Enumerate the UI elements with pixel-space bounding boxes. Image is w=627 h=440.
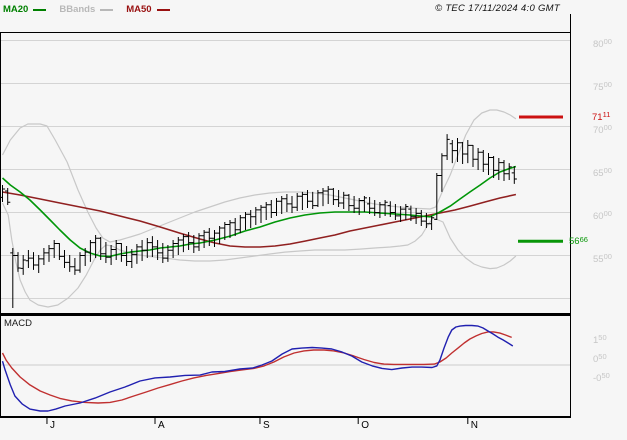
ma20-line-swatch [33, 8, 47, 11]
month-label-N: N [470, 420, 479, 431]
price-axis-label-7500-sup: 00 [603, 80, 612, 89]
legend-item-ma20: MA20 [3, 4, 47, 15]
macd-line [1, 324, 514, 412]
macd-panel-title: MACD [4, 318, 32, 329]
macd-panel-border [0, 315, 571, 417]
price-axis-label-6500-main: 65 [593, 167, 604, 179]
month-label-J: J [49, 420, 55, 431]
price-axis-label-6000-sup: 00 [603, 209, 612, 218]
resistance-value-label: 7111 [592, 110, 611, 123]
macd-axis-label--050: -050 [593, 371, 610, 384]
price-panel-border [0, 32, 571, 314]
price-axis-label-8000-sup: 00 [603, 37, 612, 46]
ma50-legend-label: MA50 [126, 4, 152, 15]
legend: MA20 BBands MA50 [3, 4, 170, 15]
macd-axis-label-150: 150 [593, 333, 607, 346]
month-label-A: A [158, 420, 165, 431]
price-axis-label-6000-main: 60 [593, 210, 604, 222]
price-axis-label-8000: 8000 [593, 37, 612, 50]
macd-axis-label--050-sup: 50 [601, 371, 610, 380]
macd-axis-label-050-sup: 50 [598, 352, 607, 361]
legend-item-bbands: BBands [59, 4, 114, 15]
price-axis-label-5500: 5500 [593, 252, 612, 265]
bollinger-lower-line [1, 202, 517, 308]
price-axis-label-6000: 6000 [593, 209, 612, 222]
copyright-timestamp: © TEC 17/11/2024 4:0 GMT [435, 3, 560, 14]
support-value-label-sup: 66 [579, 234, 588, 244]
price-axis-label-7000-sup: 00 [603, 123, 612, 132]
ma50-line-swatch [156, 8, 170, 11]
resistance-value-label-sup: 11 [602, 110, 611, 120]
month-label-O: O [361, 420, 369, 431]
price-axis-label-6500: 6500 [593, 166, 612, 179]
price-axis-label-7000: 7000 [593, 123, 612, 136]
ma20-legend-label: MA20 [3, 4, 29, 15]
macd-axis-label--050-main: -0 [593, 372, 602, 384]
price-axis-label-8000-main: 80 [593, 38, 604, 50]
price-axis-label-5500-main: 55 [593, 253, 604, 265]
price-axis-label-6500-sup: 00 [603, 166, 612, 175]
month-label-S: S [262, 420, 270, 431]
macd-signal-line [1, 331, 512, 404]
support-value-label: 5666 [569, 234, 588, 248]
macd-axis-label-150-sup: 50 [598, 333, 607, 342]
macd-axis-label-050: 050 [593, 352, 607, 365]
legend-item-ma50: MA50 [126, 4, 170, 15]
price-axis-label-5500-sup: 00 [603, 252, 612, 261]
support-value-label-main: 56 [569, 236, 580, 248]
bbands-line-swatch [100, 8, 114, 11]
macd-axis-label-050-main: 0 [593, 353, 599, 365]
ma20-line [1, 165, 517, 258]
price-axis-label-7500: 7500 [593, 80, 612, 93]
price-axis-label-7000-main: 70 [593, 124, 604, 136]
price-axis-label-7500-main: 75 [593, 81, 604, 93]
resistance-value-label-main: 71 [592, 111, 603, 123]
bbands-legend-label: BBands [59, 4, 96, 15]
macd-axis-label-150-main: 1 [593, 334, 599, 346]
price-bars [0, 134, 517, 308]
